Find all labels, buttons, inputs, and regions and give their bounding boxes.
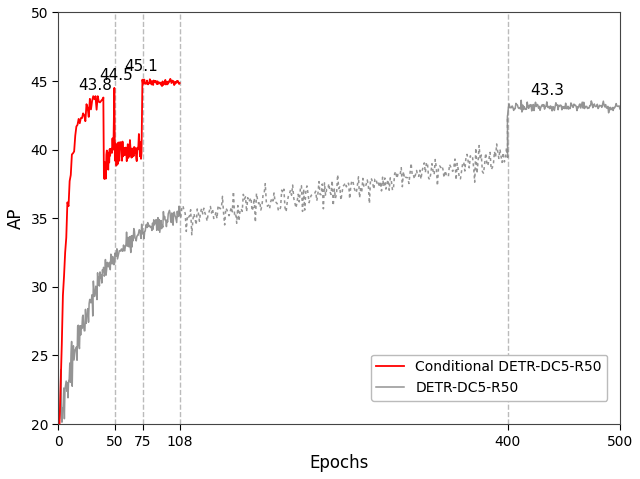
DETR-DC5-R50 — [517, 97, 525, 103]
DETR-DC5-R50 — [579, 105, 587, 111]
Line: DETR-DC5-R50: DETR-DC5-R50 — [508, 100, 620, 157]
DETR-DC5-R50 — [506, 105, 514, 111]
Conditional DETR-DC5-R50 — [176, 80, 184, 86]
Conditional DETR-DC5-R50 — [122, 147, 129, 153]
Conditional DETR-DC5-R50 — [116, 142, 124, 148]
Conditional DETR-DC5-R50 — [109, 147, 117, 153]
DETR-DC5-R50 — [542, 103, 550, 109]
Text: 43.8: 43.8 — [79, 78, 113, 93]
Conditional DETR-DC5-R50 — [56, 421, 63, 427]
Legend: Conditional DETR-DC5-R50, DETR-DC5-R50: Conditional DETR-DC5-R50, DETR-DC5-R50 — [371, 354, 607, 400]
Y-axis label: AP: AP — [7, 207, 25, 229]
Conditional DETR-DC5-R50 — [166, 76, 174, 82]
Text: 45.1: 45.1 — [125, 59, 158, 74]
DETR-DC5-R50 — [532, 99, 540, 105]
Conditional DETR-DC5-R50 — [125, 153, 133, 159]
DETR-DC5-R50 — [504, 154, 511, 160]
X-axis label: Epochs: Epochs — [310, 454, 369, 472]
DETR-DC5-R50 — [577, 105, 584, 111]
Text: 43.3: 43.3 — [530, 83, 564, 98]
DETR-DC5-R50 — [520, 104, 528, 110]
Text: 44.5: 44.5 — [99, 68, 132, 83]
Line: Conditional DETR-DC5-R50: Conditional DETR-DC5-R50 — [60, 79, 180, 424]
Conditional DETR-DC5-R50 — [140, 80, 148, 85]
Conditional DETR-DC5-R50 — [126, 137, 134, 143]
DETR-DC5-R50 — [616, 106, 624, 112]
